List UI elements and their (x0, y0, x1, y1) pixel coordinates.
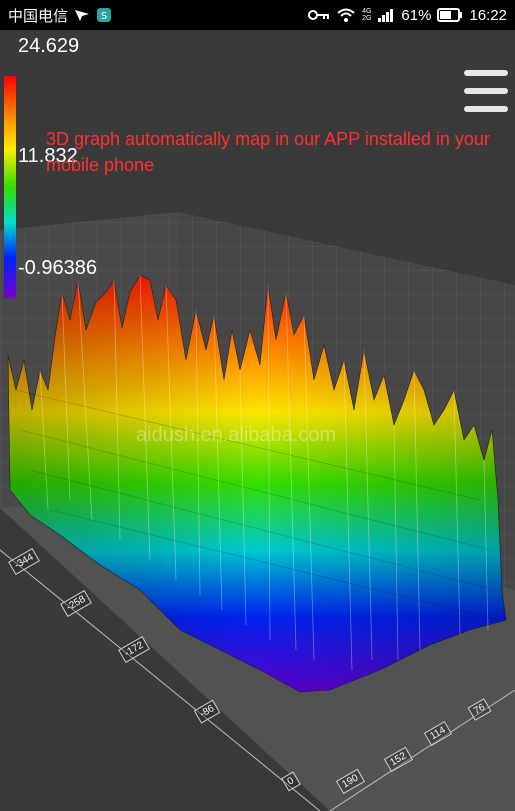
status-bar: 中国电信 S 4G 2G 61% 16:22 (0, 0, 515, 30)
app-notification-icon: S (96, 7, 112, 23)
watermark: aidush.en.alibaba.com (136, 424, 337, 446)
battery-icon (437, 8, 463, 22)
color-scale-max: 24.629 (18, 35, 80, 57)
network-type-bottom: 2G (362, 15, 372, 22)
status-bar-left: 中国电信 S (0, 5, 120, 26)
carrier-name: 中国电信 (8, 7, 69, 25)
wifi-icon (336, 7, 356, 23)
network-type-top: 4G (362, 8, 372, 15)
signal-icon (377, 8, 395, 22)
surface-plot (0, 212, 515, 811)
hamburger-menu-icon[interactable] (462, 66, 510, 116)
x-axis-line (0, 549, 321, 811)
key-icon (308, 9, 330, 21)
network-type-icon: 4G 2G (362, 8, 371, 22)
color-scale-bar (4, 76, 16, 298)
svg-text:S: S (101, 11, 107, 22)
navigation-icon (74, 8, 90, 22)
status-bar-right: 4G 2G 61% 16:22 (300, 7, 515, 24)
surface-mesh (7, 274, 507, 693)
color-scale-mid: 11.832 (18, 145, 78, 167)
color-scale-min: -0.96386 (18, 257, 97, 279)
clock: 16:22 (469, 6, 507, 24)
graph-area[interactable]: 24.629 11.832 -0.96386 3D graph automati… (0, 30, 515, 811)
battery-percent: 61% (401, 6, 432, 24)
promo-caption: 3D graph automatically map in our APP in… (46, 129, 490, 175)
y-axis-line (329, 689, 515, 811)
